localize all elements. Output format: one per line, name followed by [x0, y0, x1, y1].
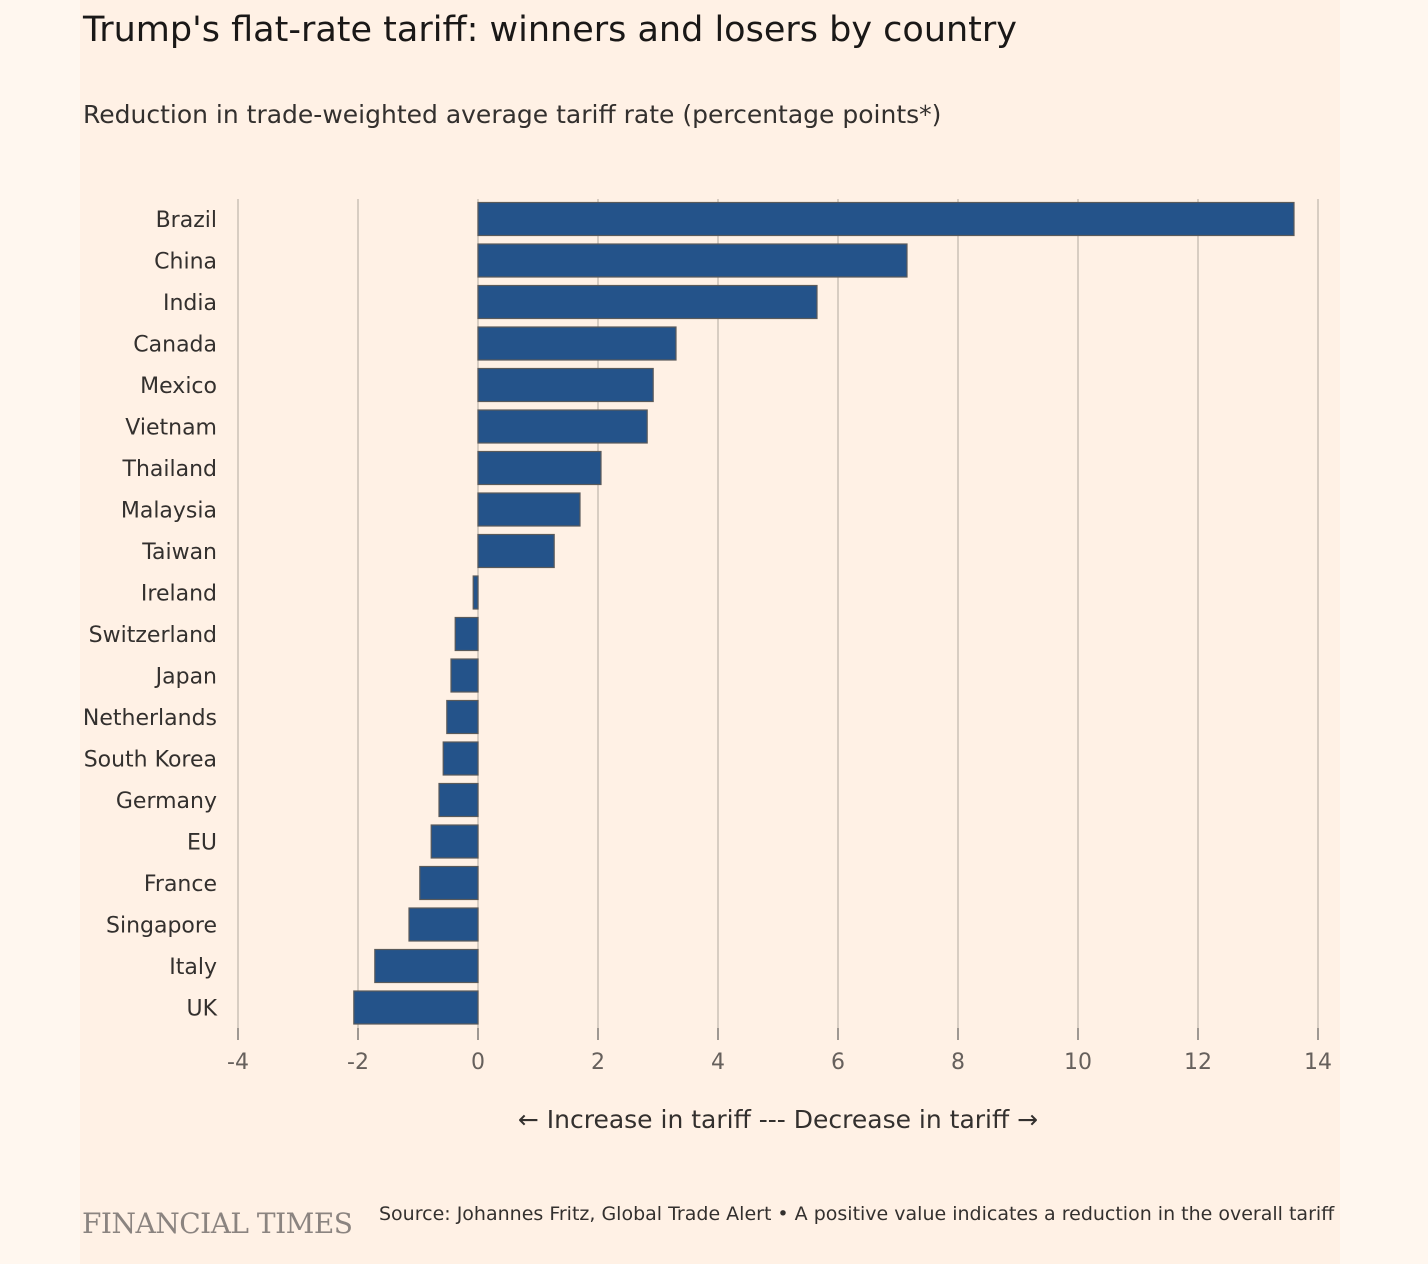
- category-labels: Brazil China India Canada Mexico Vietnam Thail…: [83, 208, 218, 1022]
- category-label: South Korea: [84, 748, 217, 773]
- bars: [353, 201, 1295, 1025]
- category-label: Switzerland: [89, 623, 217, 648]
- bar-thailand: [477, 450, 602, 486]
- x-axis-label: ← Increase in tariff --- Decrease in tar…: [518, 1105, 1038, 1134]
- category-label: Thailand: [122, 457, 217, 482]
- category-label: Brazil: [156, 208, 217, 233]
- bar-india: [477, 284, 818, 320]
- x-tick-label: 6: [831, 1050, 845, 1075]
- chart-subtitle: Reduction in trade-weighted average tari…: [83, 100, 942, 129]
- bar-china: [477, 243, 908, 278]
- bar-france: [419, 865, 479, 901]
- x-tick-label: 12: [1184, 1050, 1212, 1075]
- left-margin: [0, 0, 80, 1264]
- category-label: Singapore: [106, 914, 217, 939]
- bar-vietnam: [477, 409, 648, 444]
- bar-south-korea: [442, 741, 479, 776]
- bar-germany: [438, 782, 479, 818]
- x-tick-label: 2: [591, 1050, 605, 1075]
- bar-uk: [353, 990, 479, 1025]
- category-label: UK: [186, 997, 217, 1022]
- bar-brazil: [477, 201, 1295, 237]
- category-label: Mexico: [140, 374, 217, 399]
- x-tick-label: 8: [951, 1050, 965, 1075]
- category-label: Taiwan: [141, 540, 217, 565]
- x-tick-label: 4: [711, 1050, 725, 1075]
- bar-italy: [374, 948, 479, 984]
- bar-singapore: [408, 907, 479, 942]
- grid-lines: [237, 199, 1319, 1040]
- bar-netherlands: [446, 699, 479, 735]
- category-label: China: [154, 250, 217, 275]
- bar-malaysia: [477, 492, 581, 527]
- category-label: Germany: [116, 789, 217, 814]
- chart-title: Trump's flat-rate tariff: winners and lo…: [83, 10, 1018, 50]
- category-label: Netherlands: [83, 706, 217, 731]
- bar-taiwan: [477, 533, 555, 569]
- x-tick-labels: -4 -2 0 2 4 6 8 10 12 14: [227, 1050, 1332, 1075]
- category-label: Canada: [133, 333, 217, 358]
- x-tick-label: -4: [227, 1050, 249, 1075]
- source-note: Source: Johannes Fritz, Global Trade Ale…: [379, 1203, 1335, 1225]
- ft-logo: FINANCIAL TIMES: [82, 1207, 353, 1240]
- category-label: France: [144, 872, 217, 897]
- category-label: EU: [187, 831, 217, 856]
- right-margin: [1340, 0, 1428, 1264]
- bar-mexico: [477, 367, 654, 403]
- category-label: Malaysia: [121, 499, 217, 524]
- bar-ireland: [472, 575, 479, 610]
- bar-canada: [477, 326, 677, 361]
- category-label: India: [163, 291, 217, 316]
- category-label: Vietnam: [125, 416, 217, 441]
- x-tick-label: 0: [471, 1050, 485, 1075]
- bar-eu: [430, 824, 479, 859]
- bar-japan: [450, 658, 479, 693]
- category-label: Ireland: [141, 582, 217, 607]
- bar-switzerland: [454, 616, 479, 652]
- category-label: Japan: [154, 665, 217, 690]
- x-tick-label: -2: [347, 1050, 369, 1075]
- x-tick-label: 14: [1304, 1050, 1332, 1075]
- x-tick-label: 10: [1064, 1050, 1092, 1075]
- category-label: Italy: [169, 955, 217, 980]
